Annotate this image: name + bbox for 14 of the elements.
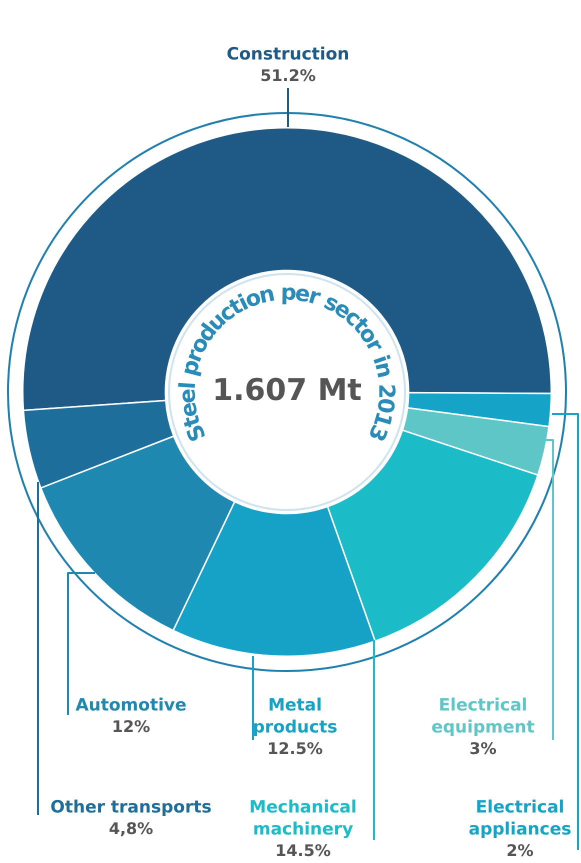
data-label: 14.5% (275, 841, 331, 860)
data-label: 12.5% (267, 739, 323, 758)
slice-label: Construction (226, 44, 350, 64)
data-label: 12% (112, 717, 150, 736)
slice-label: Electrical appliances (468, 797, 572, 840)
slice-label: Metal products (252, 695, 338, 738)
data-label: 51.2% (260, 66, 316, 86)
data-label: 4,8% (108, 819, 154, 838)
data-label: 3% (469, 739, 497, 758)
slice-label: Automotive (75, 695, 187, 716)
slice-label: Electrical equipment (431, 695, 535, 738)
slice-label: Other transports (50, 797, 212, 818)
data-label: 2% (506, 841, 534, 860)
slice-label: Mechanical machinery (249, 797, 357, 840)
